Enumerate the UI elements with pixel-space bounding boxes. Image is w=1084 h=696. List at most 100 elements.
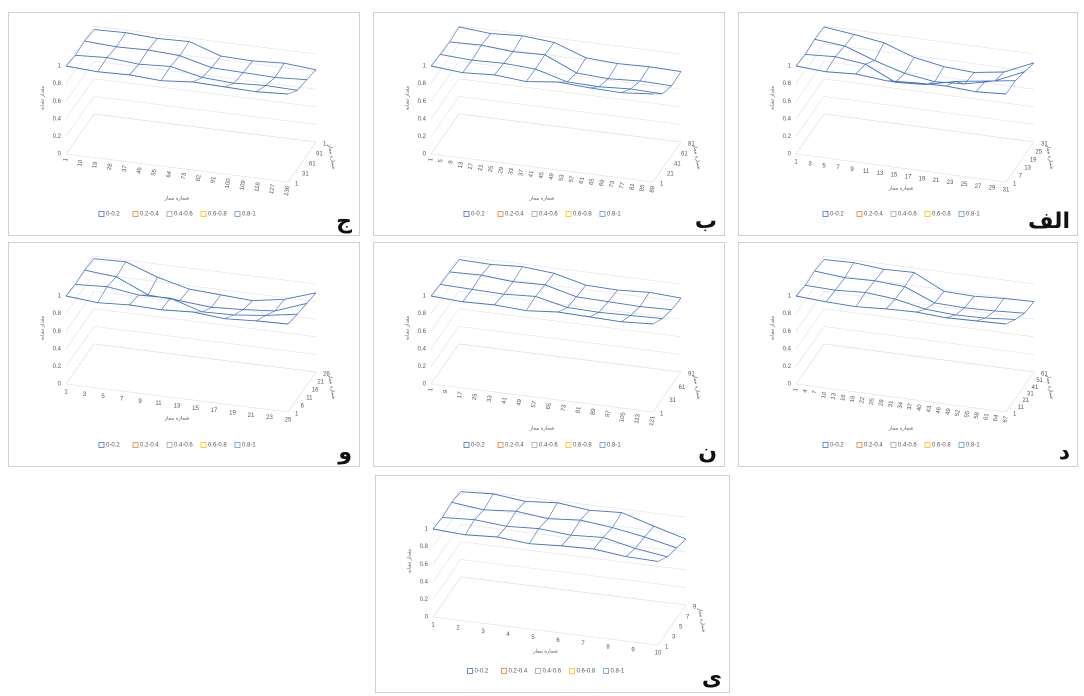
surface-column [525, 273, 555, 311]
x-tick-label: 31 [888, 400, 895, 408]
surface-row [449, 271, 672, 311]
x-tick-label: 49 [945, 407, 952, 415]
legend-swatch [234, 211, 241, 217]
legend-label: 0.2-0.4 [140, 443, 159, 449]
surface-column [529, 502, 558, 544]
x-tick-label: 1 [63, 157, 70, 162]
z-tick-label: 1 [1013, 412, 1017, 418]
legend-label: 0-0.2 [830, 443, 844, 449]
x-tick-label: 21 [248, 413, 255, 419]
legend-swatch [924, 211, 931, 217]
panel-frame [8, 242, 360, 467]
panel-label: الف [1028, 209, 1070, 234]
legend-swatch [132, 211, 139, 217]
y-tick-label: 0.6 [783, 99, 792, 105]
x-tick-label: 41 [501, 396, 508, 404]
x-tick-label: 73 [181, 172, 188, 180]
y-tick-label: 0.8 [418, 311, 427, 317]
surface-column [625, 526, 655, 557]
surface-row [795, 295, 1007, 325]
surface-column [462, 33, 491, 73]
y-tick-label: 1 [788, 64, 792, 70]
x-tick-label: 31 [1003, 188, 1010, 194]
surface-column [97, 32, 126, 72]
grid-line [795, 308, 1035, 349]
grid-line [430, 43, 682, 84]
x-tick-label: 61 [579, 176, 586, 184]
x-tick-label: 37 [518, 168, 525, 176]
grid-line [795, 43, 1035, 84]
y-tick-label: 0.2 [783, 134, 792, 140]
legend-label: 0.4-0.6 [174, 212, 193, 218]
x-tick-label: 10 [77, 159, 84, 167]
x-tick-label: 25 [472, 393, 479, 401]
surface-column [825, 262, 855, 302]
surface-column [224, 60, 253, 88]
y-tick-label: 0.8 [418, 81, 427, 87]
grid-line [65, 326, 317, 367]
legend-swatch [822, 442, 829, 448]
legend-label: 0.6-0.8 [932, 212, 951, 218]
surface-column [855, 269, 885, 307]
grid-line [795, 60, 1035, 102]
grid-line [430, 25, 682, 67]
x-tick-label: 97 [605, 409, 612, 417]
x-tick-label: 33 [508, 167, 515, 175]
x-tick-label: 46 [936, 406, 943, 414]
panel-frame [8, 12, 360, 236]
legend-swatch [166, 442, 173, 448]
x-tick-label: 5 [531, 635, 535, 641]
z-axis-title: شماره بیمار [326, 143, 336, 169]
x-tick-label: 29 [989, 186, 996, 192]
legend-label: 0.2-0.4 [140, 212, 159, 218]
legend-swatch [467, 668, 473, 674]
grid-line [795, 78, 1035, 119]
grid-line [430, 308, 682, 349]
y-tick-label: 0.2 [418, 364, 427, 370]
y-tick-label: 0.4 [53, 116, 62, 122]
z-tick-label: 16 [312, 388, 319, 394]
legend-label: 0.8-1 [242, 212, 256, 218]
x-axis-title: شماره بیمار [529, 195, 555, 201]
z-tick-label: 7 [1019, 174, 1023, 180]
x-tick-label: 25 [488, 165, 495, 173]
z-tick-label: 61 [679, 385, 686, 391]
y-tick-label: 0.6 [53, 99, 62, 105]
z-tick-label: 21 [1022, 398, 1029, 404]
legend-swatch [603, 668, 609, 674]
x-tick-label: 29 [498, 166, 505, 174]
y-tick-label: 0.2 [420, 597, 429, 603]
legend-swatch [565, 442, 572, 448]
legend-label: 0.4-0.6 [174, 443, 193, 449]
surface-column [975, 298, 1005, 322]
legend-swatch [958, 442, 965, 448]
grid-line [65, 78, 317, 119]
x-tick-label: 105 [619, 411, 627, 423]
x-tick-label: 11 [155, 401, 162, 407]
x-tick-label: 49 [549, 172, 556, 180]
x-tick-label: 17 [468, 162, 475, 170]
grid-line [65, 308, 317, 349]
y-tick-label: 0.2 [53, 134, 62, 140]
x-tick-label: 49 [516, 398, 523, 406]
x-tick-label: 57 [531, 400, 538, 408]
x-tick-label: 81 [629, 182, 636, 190]
panel-frame [375, 475, 730, 693]
legend-label: 0.6-0.8 [208, 443, 227, 449]
x-tick-label: 65 [546, 402, 553, 410]
grid-line [432, 488, 687, 530]
legend-label: 0-0.2 [106, 443, 120, 449]
y-tick-label: 0 [58, 152, 62, 158]
x-tick-label: 9 [448, 159, 455, 164]
grid-line [65, 43, 317, 84]
grid-line [795, 290, 1035, 332]
y-tick-label: 0.4 [53, 346, 62, 352]
x-tick-label: 21 [933, 178, 940, 184]
legend-swatch [599, 442, 606, 448]
x-tick-label: 23 [947, 180, 954, 186]
grid-line [795, 343, 1035, 385]
z-tick-label: 61 [309, 162, 316, 168]
y-axis-title: مقدار تشابه [39, 315, 45, 340]
y-tick-label: 0 [58, 382, 62, 388]
grid-line [430, 290, 682, 332]
